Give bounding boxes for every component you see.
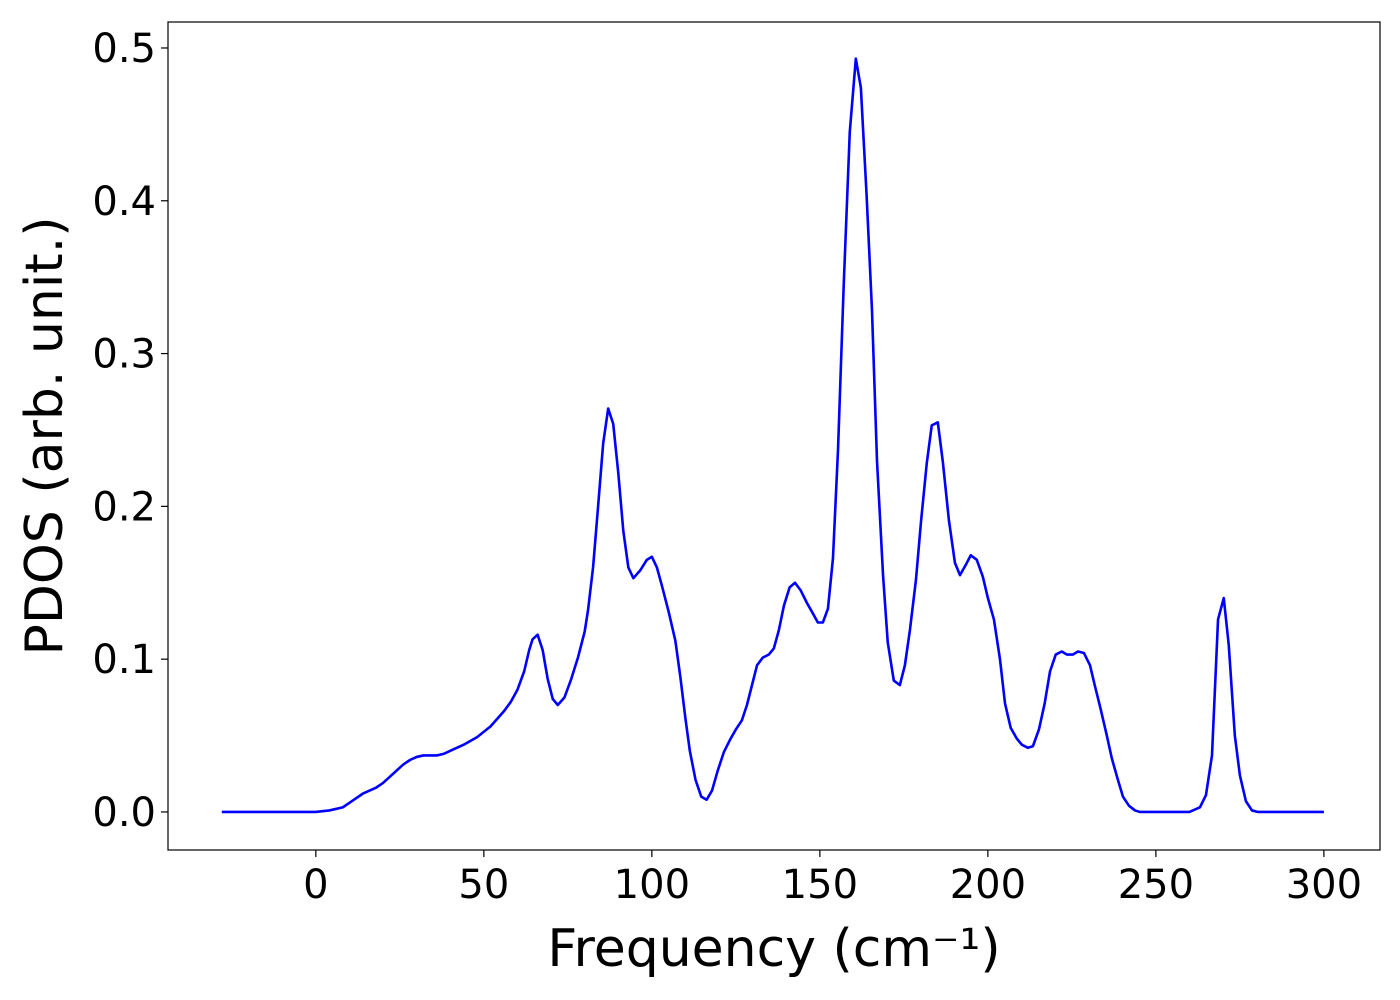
- y-tick-label: 0.4: [92, 179, 156, 225]
- y-tick-label: 0.0: [92, 790, 156, 836]
- x-tick-label: 50: [458, 862, 509, 908]
- x-tick-label: 200: [950, 862, 1026, 908]
- y-tick-label: 0.2: [92, 484, 156, 530]
- y-tick-label: 0.1: [92, 637, 156, 683]
- x-tick-label: 150: [782, 862, 858, 908]
- x-tick-label: 300: [1286, 862, 1362, 908]
- y-tick-label: 0.3: [92, 332, 156, 378]
- x-tick-label: 0: [303, 862, 328, 908]
- x-tick-label: 100: [614, 862, 690, 908]
- y-tick-label: 0.5: [92, 26, 156, 72]
- plot-frame: [167, 21, 1381, 851]
- x-tick-label: 250: [1118, 862, 1194, 908]
- x-axis-label: Frequency (cm⁻¹): [547, 919, 1000, 979]
- y-axis-label: PDOS (arb. unit.): [15, 216, 75, 655]
- pdos-line: [221, 57, 1324, 814]
